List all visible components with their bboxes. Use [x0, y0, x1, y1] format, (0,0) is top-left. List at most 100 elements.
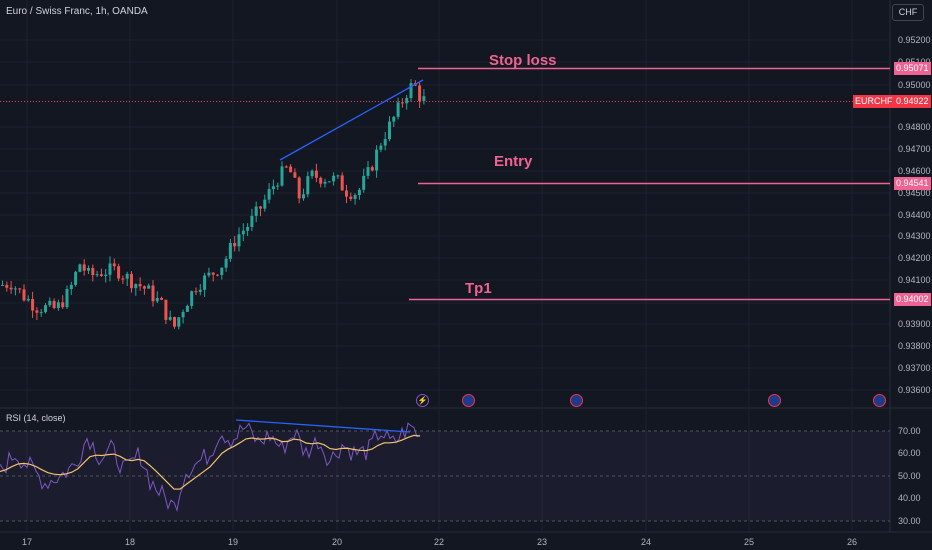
candle-body [228, 242, 232, 259]
candle-body [362, 175, 366, 190]
candle-body [185, 305, 189, 312]
candle-body [117, 266, 121, 279]
candle-body [241, 230, 245, 235]
rsi-axis-label: 60.00 [898, 448, 921, 458]
candle-body [48, 300, 52, 306]
price-axis-label: 0.94700 [898, 144, 931, 154]
candle-body [357, 189, 361, 196]
candle-body [332, 175, 336, 182]
candle-body [302, 194, 305, 199]
candle-body [267, 189, 271, 200]
candle-body [31, 299, 35, 311]
candle-body [211, 272, 215, 275]
candle-body [379, 145, 383, 150]
candle-body [392, 116, 396, 122]
candle-body [314, 170, 318, 178]
candle-body [323, 181, 327, 184]
candle-body [39, 312, 43, 314]
economic-event-icon[interactable] [768, 394, 781, 407]
price-axis-label: 0.95000 [898, 80, 931, 90]
candle-body [280, 166, 284, 186]
candle-body [1, 284, 4, 286]
time-axis-label: 18 [125, 537, 136, 547]
candle-body [345, 190, 348, 197]
candle-body [254, 206, 258, 216]
time-axis-label: 26 [847, 537, 858, 547]
candle-body [190, 291, 194, 306]
candle-body [388, 121, 391, 140]
candle-body [207, 272, 211, 276]
rsi-title[interactable]: RSI (14, close) [6, 413, 66, 423]
candle-body [276, 185, 280, 187]
candle-body [87, 267, 90, 271]
entry-label[interactable]: Entry [494, 153, 533, 170]
symbol-title[interactable]: Euro / Swiss Franc, 1h, OANDA [6, 6, 148, 17]
rsi-axis-label: 70.00 [898, 426, 921, 436]
time-axis-label: 23 [537, 537, 548, 547]
price-axis-label: 0.94200 [898, 253, 931, 263]
price-axis-label: 0.94400 [898, 210, 931, 220]
candle-body [74, 271, 78, 285]
price-axis-label: 0.93600 [898, 385, 931, 395]
candle-body [108, 263, 112, 275]
economic-event-icon[interactable] [873, 394, 886, 407]
candle-body [263, 199, 267, 209]
candle-body [422, 96, 426, 101]
candle-body [396, 102, 400, 117]
price-axis-label: 0.93700 [898, 363, 931, 373]
candle-body [366, 167, 370, 176]
entry-price-tag[interactable]: 0.94541 [894, 177, 931, 190]
candle-body [121, 278, 125, 280]
price-axis-label: 0.93800 [898, 341, 931, 351]
tp1-price-tag[interactable]: 0.94002 [894, 293, 931, 306]
price-axis-label: 0.94800 [898, 122, 931, 132]
rsi-line [0, 422, 421, 513]
lightning-icon[interactable]: ⚡ [416, 394, 429, 407]
candle-body [5, 284, 9, 288]
candle-body [349, 196, 353, 200]
candle-body [104, 274, 108, 276]
candle-body [306, 176, 310, 195]
rsi-pane [0, 419, 890, 522]
candle-body [246, 226, 250, 231]
candle-body [375, 149, 379, 171]
candle-body [233, 242, 237, 247]
candle-body [400, 102, 404, 104]
candle-body [203, 275, 207, 290]
candle-body [44, 305, 47, 313]
economic-event-icon[interactable] [570, 394, 583, 407]
candle-body [340, 175, 344, 191]
stop-loss-label[interactable]: Stop loss [489, 52, 557, 69]
candle-body [284, 166, 288, 168]
candle-body [134, 284, 138, 289]
currency-button[interactable]: CHF [892, 4, 924, 21]
candle-body [194, 291, 198, 293]
drawing-lines [0, 67, 890, 301]
price-axis-label: 0.93900 [898, 319, 931, 329]
candle-body [293, 172, 297, 178]
time-axis-label: 25 [744, 537, 755, 547]
candle-body [405, 98, 409, 104]
candle-body [224, 258, 228, 268]
candle-body [138, 284, 142, 287]
rsi-trendline [235, 419, 411, 433]
candle-body [78, 264, 82, 272]
tp1-label[interactable]: Tp1 [465, 280, 492, 297]
candle-body [9, 287, 13, 290]
economic-event-icon[interactable] [462, 394, 475, 407]
candle-body [35, 310, 39, 313]
candle-body [319, 177, 323, 184]
price-axis-label: 0.95200 [898, 35, 931, 45]
candle-body [99, 274, 103, 276]
candle-body [52, 300, 56, 309]
candle-body [289, 166, 293, 173]
candle-body [125, 273, 129, 279]
candle-body [22, 289, 26, 301]
candle-body [164, 299, 168, 320]
time-axis-label: 24 [641, 537, 652, 547]
candles [1, 79, 426, 330]
candle-body [198, 289, 202, 292]
price-trendline [279, 79, 424, 161]
stop-loss-price-tag[interactable]: 0.95071 [894, 62, 931, 75]
